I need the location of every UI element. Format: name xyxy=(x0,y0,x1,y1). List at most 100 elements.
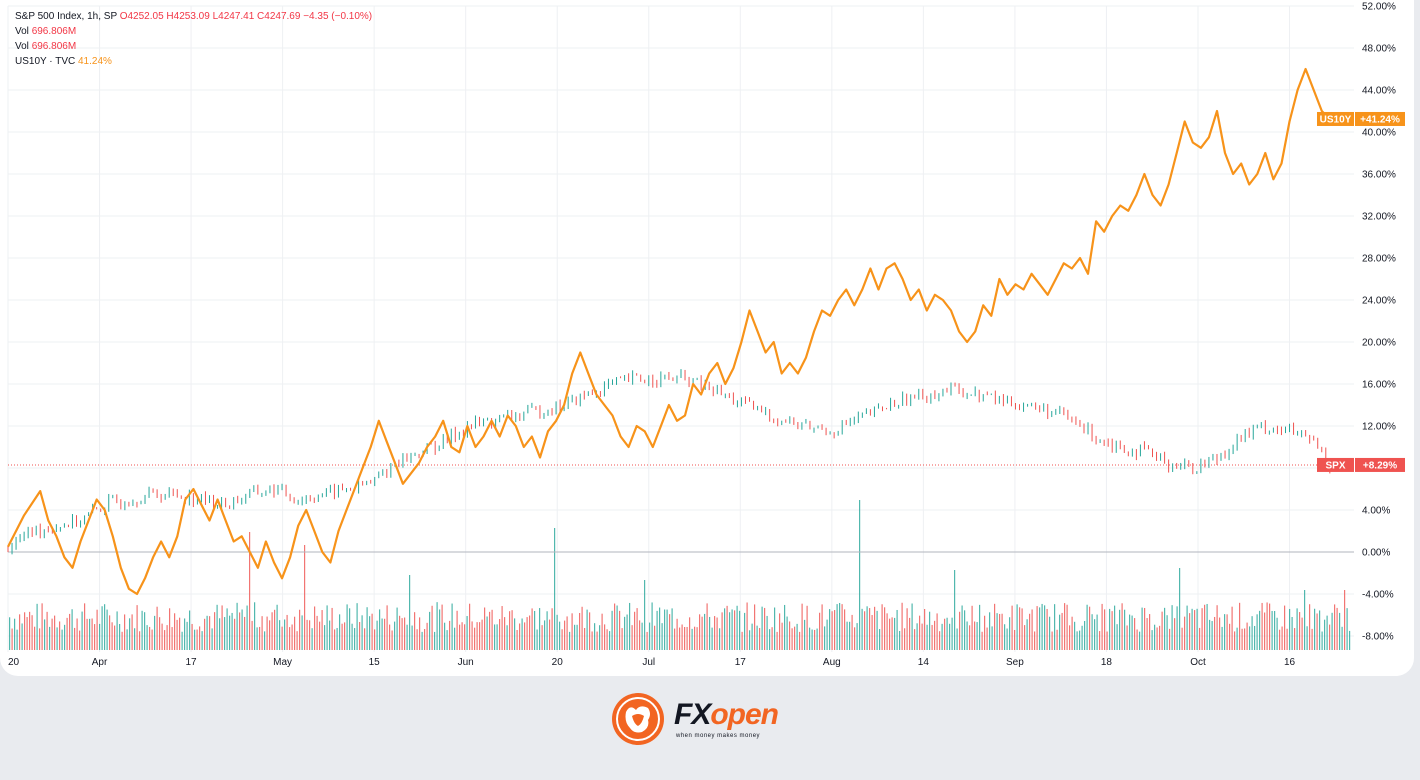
volume-bar xyxy=(1266,602,1268,650)
volume-bar xyxy=(189,610,191,650)
volume-bar xyxy=(639,620,641,650)
legend-volume-row[interactable]: Vol 696.806M xyxy=(15,24,372,39)
volume-bar xyxy=(1264,612,1266,650)
volume-bar xyxy=(116,611,118,650)
volume-bar xyxy=(711,627,713,650)
volume-bar xyxy=(966,621,968,650)
volume-bar xyxy=(196,629,198,650)
volume-bar xyxy=(944,618,946,650)
volume-bar xyxy=(656,610,658,650)
legend-us10y-row[interactable]: US10Y · TVC 41.24% xyxy=(15,54,372,69)
volume-bar xyxy=(74,627,76,650)
volume-bar xyxy=(1346,608,1348,650)
volume-bar xyxy=(671,608,673,650)
chart-panel[interactable]: 52.00% 48.00% 44.00% 40.00% 36.00% 32.00% 28.0… xyxy=(0,0,1414,676)
volume-bar xyxy=(369,616,371,650)
volume-bar xyxy=(336,627,338,650)
volume-bar xyxy=(19,614,21,650)
volume-bar xyxy=(204,618,206,650)
legend-volume-row-2[interactable]: Vol 696.806M xyxy=(15,39,372,54)
volume-bar xyxy=(1019,607,1021,650)
volume-bar xyxy=(86,618,88,650)
volume-bar xyxy=(559,621,561,650)
volume-bar xyxy=(31,615,33,650)
volume-bar xyxy=(219,618,221,650)
volume-bar xyxy=(744,612,746,650)
volume-bar xyxy=(681,624,683,650)
volume-bar xyxy=(199,626,201,650)
volume-bar xyxy=(149,626,151,650)
volume-bar xyxy=(304,545,306,650)
volume-bar xyxy=(1194,610,1196,650)
volume-bar xyxy=(346,604,348,650)
volume-bar xyxy=(626,614,628,650)
volume-bar xyxy=(109,615,111,650)
volume-bar xyxy=(666,609,668,650)
volume-bar xyxy=(776,631,778,650)
volume-bar xyxy=(286,614,288,650)
volume-bar xyxy=(816,628,818,650)
volume-bar xyxy=(609,631,611,650)
volume-bar xyxy=(496,624,498,650)
volume-bar xyxy=(931,624,933,650)
volume-bar xyxy=(571,613,573,650)
volume-bar xyxy=(1039,607,1041,650)
volume-bar xyxy=(1099,631,1101,650)
volume-bar xyxy=(49,626,51,650)
volume-bar xyxy=(294,616,296,650)
volume-bar xyxy=(896,609,898,650)
volume-bar xyxy=(156,606,158,650)
legend-symbol-row[interactable]: S&P 500 Index, 1h, SP O4252.05 H4253.09 … xyxy=(15,9,372,24)
volume-bar xyxy=(269,620,271,650)
volume-bar xyxy=(261,616,263,650)
volume-bar xyxy=(166,625,168,650)
volume-bar xyxy=(751,623,753,650)
volume-bar xyxy=(984,615,986,650)
volume-bar xyxy=(1121,603,1123,650)
volume-bar xyxy=(191,623,193,650)
volume-bar xyxy=(631,625,633,650)
volume-bar xyxy=(1331,612,1333,650)
x-tick-label: 20 xyxy=(8,657,20,668)
volume-bar xyxy=(419,617,421,650)
volume-bar xyxy=(851,614,853,650)
volume-bar xyxy=(516,629,518,650)
volume-bar xyxy=(736,605,738,650)
volume-bar xyxy=(466,616,468,650)
volume-bar xyxy=(1074,621,1076,650)
volume-bar xyxy=(596,631,598,650)
volume-bar xyxy=(1041,603,1043,650)
volume-bar xyxy=(669,614,671,650)
volume-bar xyxy=(76,618,78,650)
volume-bar xyxy=(11,628,13,650)
price-chart[interactable]: 52.00% 48.00% 44.00% 40.00% 36.00% 32.00% 28.0… xyxy=(0,0,1414,676)
volume-bar xyxy=(1016,604,1018,650)
volume-bar xyxy=(1136,629,1138,650)
volume-bar xyxy=(1014,629,1016,650)
volume-bar xyxy=(1349,630,1351,650)
x-tick-label: Jul xyxy=(642,657,655,668)
volume-bar xyxy=(464,624,466,650)
volume-bar xyxy=(791,628,793,650)
volume-bar xyxy=(1261,602,1263,650)
volume-bar xyxy=(809,627,811,650)
volume-bar xyxy=(471,621,473,650)
bull-emblem-icon xyxy=(612,693,664,745)
volume-bar xyxy=(579,612,581,650)
volume-bar xyxy=(1089,606,1091,650)
volume-bar xyxy=(96,609,98,650)
volume-bar xyxy=(1279,629,1281,650)
volume-bar xyxy=(514,618,516,650)
volume-bar xyxy=(1096,614,1098,650)
volume-bar xyxy=(1246,622,1248,650)
volume-bar xyxy=(329,620,331,650)
volume-bar xyxy=(51,618,53,650)
volume-bar xyxy=(249,532,251,650)
volume-bar xyxy=(576,624,578,650)
volume-bar xyxy=(859,500,861,650)
volume-bar xyxy=(971,605,973,650)
volume-bar xyxy=(441,604,443,650)
volume-bar xyxy=(1091,614,1093,650)
volume-bar xyxy=(526,617,528,650)
volume-bar xyxy=(61,629,63,650)
